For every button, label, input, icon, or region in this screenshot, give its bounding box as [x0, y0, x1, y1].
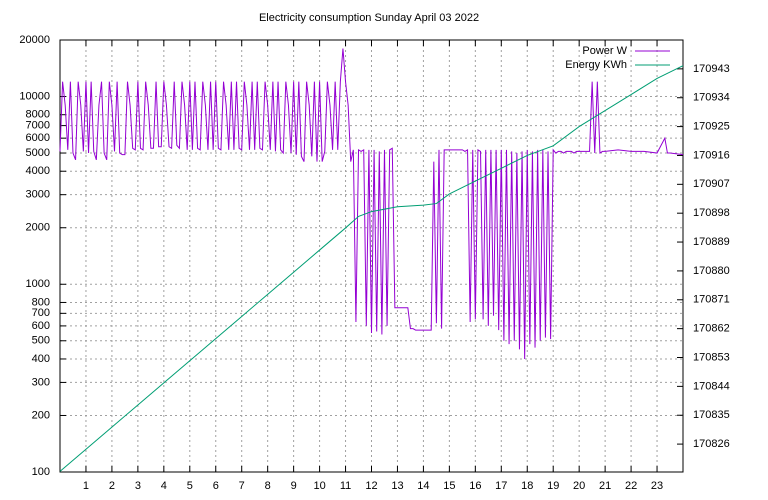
chart-title: Electricity consumption Sunday April 03 … — [259, 12, 479, 24]
y2-tick-label: 170853 — [693, 351, 730, 363]
y-tick-label: 7000 — [26, 120, 50, 132]
y-tick-label: 5000 — [26, 147, 50, 159]
plot-frame — [59, 39, 684, 473]
x-tick-label: 10 — [313, 480, 325, 492]
legend-label: Power W — [582, 45, 627, 57]
y-tick-label: 1000 — [26, 278, 50, 290]
x-tick-label: 15 — [443, 480, 455, 492]
y2-tick-label: 170871 — [693, 294, 730, 306]
x-tick-label: 7 — [239, 480, 245, 492]
y2-tick-label: 170898 — [693, 207, 730, 219]
y2-tick-label: 170844 — [693, 380, 730, 392]
series-line — [59, 65, 684, 472]
legend-label: Energy KWh — [565, 59, 627, 71]
x-tick-label: 11 — [340, 480, 351, 492]
y-tick-label: 10000 — [19, 90, 50, 102]
x-tick-label: 13 — [391, 480, 403, 492]
y-tick-label: 200 — [32, 409, 50, 421]
y-tick-label: 4000 — [26, 165, 50, 177]
x-tick-label: 16 — [469, 480, 481, 492]
x-tick-label: 14 — [417, 480, 429, 492]
x-tick-label: 5 — [187, 480, 193, 492]
x-tick-label: 23 — [651, 480, 663, 492]
series-line — [59, 48, 684, 359]
x-tick-label: 8 — [265, 480, 271, 492]
y2-tick-label: 170826 — [693, 438, 730, 450]
y-tick-label: 300 — [32, 376, 50, 388]
x-tick-label: 12 — [365, 480, 377, 492]
y2-tick-label: 170862 — [693, 323, 730, 335]
y-tick-label: 600 — [32, 320, 50, 332]
x-tick-label: 17 — [495, 480, 507, 492]
y-tick-label: 6000 — [26, 132, 50, 144]
x-tick-label: 21 — [599, 480, 611, 492]
x-tick-label: 20 — [573, 480, 585, 492]
y-tick-label: 8000 — [26, 109, 50, 121]
y2-tick-label: 170934 — [693, 92, 730, 104]
y2-tick-label: 170907 — [693, 178, 730, 190]
y2-tick-label: 170925 — [693, 120, 730, 132]
x-tick-label: 1 — [83, 480, 89, 492]
y-tick-label: 3000 — [26, 189, 50, 201]
x-tick-label: 2 — [109, 480, 115, 492]
y-tick-label: 100 — [32, 466, 50, 478]
x-tick-label: 6 — [213, 480, 219, 492]
x-tick-label: 4 — [161, 480, 167, 492]
x-tick-label: 18 — [521, 480, 533, 492]
y-tick-label: 400 — [32, 353, 50, 365]
y2-tick-label: 170835 — [693, 409, 730, 421]
y2-tick-label: 170943 — [693, 63, 730, 75]
x-tick-label: 19 — [547, 480, 559, 492]
y-tick-label: 700 — [32, 307, 50, 319]
y2-tick-label: 170889 — [693, 236, 730, 248]
y-tick-label: 500 — [32, 335, 50, 347]
y-tick-label: 20000 — [19, 34, 50, 46]
x-tick-label: 9 — [291, 480, 297, 492]
y-tick-label: 800 — [32, 296, 50, 308]
x-tick-label: 3 — [135, 480, 141, 492]
x-tick-label: 22 — [625, 480, 637, 492]
y2-tick-label: 170916 — [693, 149, 730, 161]
y2-tick-label: 170880 — [693, 265, 730, 277]
y-tick-label: 2000 — [26, 222, 50, 234]
